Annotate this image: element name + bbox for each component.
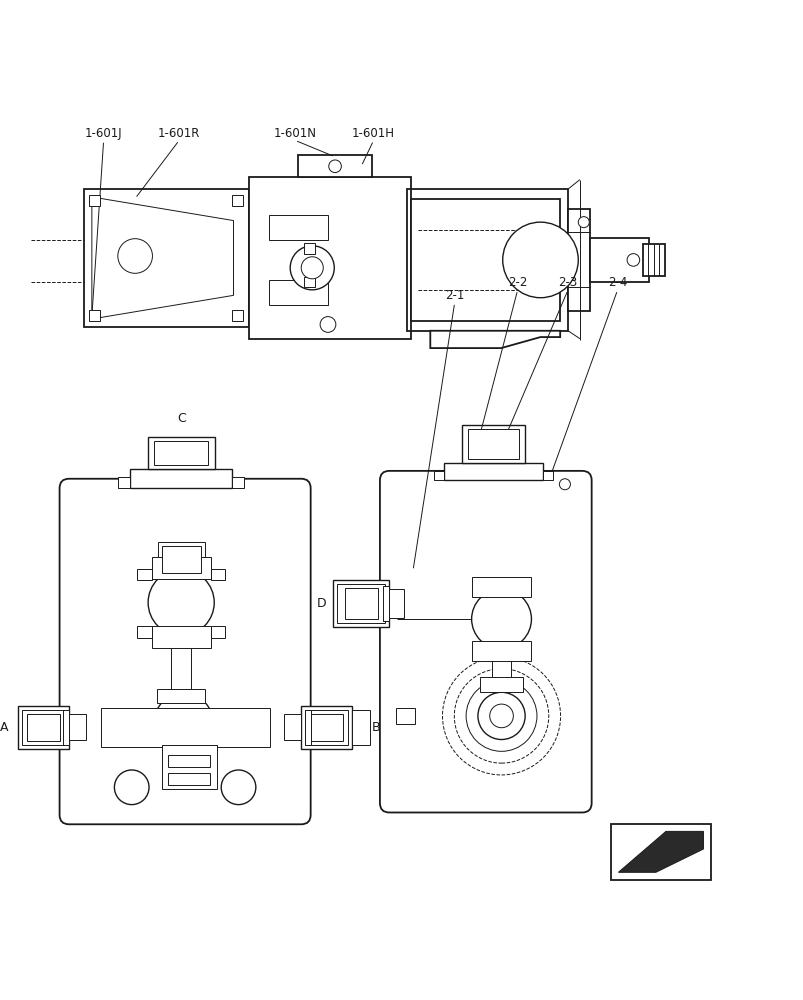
Text: 2-3: 2-3 — [558, 276, 577, 289]
Text: 2-2: 2-2 — [507, 276, 527, 289]
Bar — [269, 215, 328, 240]
Bar — [130, 469, 232, 488]
Bar — [462, 425, 524, 463]
Bar — [542, 471, 552, 480]
Bar — [336, 584, 385, 623]
Bar — [168, 773, 210, 785]
Bar — [137, 626, 152, 638]
Bar — [171, 632, 191, 694]
Bar — [406, 189, 568, 331]
Circle shape — [114, 770, 149, 805]
Circle shape — [477, 692, 524, 740]
Text: 1-601R: 1-601R — [158, 127, 200, 140]
Bar — [434, 471, 444, 480]
Bar — [283, 714, 301, 740]
Bar — [609, 824, 711, 880]
Bar — [332, 580, 389, 627]
Bar — [344, 588, 377, 619]
Bar — [22, 710, 65, 745]
Bar — [269, 280, 328, 305]
Circle shape — [153, 693, 213, 753]
Bar — [137, 569, 152, 580]
Bar — [301, 706, 352, 749]
Circle shape — [489, 704, 512, 728]
Text: 1-601H: 1-601H — [352, 127, 394, 140]
Bar — [491, 645, 511, 684]
Bar — [154, 441, 208, 465]
Bar — [249, 177, 410, 339]
FancyBboxPatch shape — [380, 471, 591, 812]
Bar — [231, 310, 243, 321]
Bar — [27, 714, 59, 741]
Bar — [568, 209, 589, 311]
Text: 2-4: 2-4 — [607, 276, 626, 289]
Bar — [410, 199, 560, 321]
Bar — [304, 277, 314, 287]
Bar — [304, 243, 314, 254]
Text: D: D — [316, 597, 326, 610]
Polygon shape — [618, 831, 703, 872]
Bar — [305, 710, 348, 745]
Bar — [305, 710, 311, 745]
Circle shape — [148, 569, 214, 636]
Circle shape — [301, 257, 323, 279]
Bar — [232, 477, 244, 488]
Bar — [310, 714, 343, 741]
Bar — [479, 677, 523, 692]
Bar — [63, 710, 69, 745]
Bar — [100, 708, 269, 747]
Circle shape — [320, 317, 336, 332]
Bar — [297, 155, 372, 177]
Bar — [642, 244, 664, 276]
Bar — [157, 542, 205, 577]
Bar — [210, 626, 225, 638]
Bar — [69, 714, 86, 740]
Text: 1-601N: 1-601N — [273, 127, 316, 140]
Bar — [468, 429, 518, 459]
FancyBboxPatch shape — [59, 479, 310, 824]
Circle shape — [118, 239, 153, 273]
Bar — [471, 641, 531, 661]
Bar — [161, 546, 201, 573]
Bar — [84, 189, 249, 327]
Circle shape — [626, 254, 639, 266]
Bar — [168, 755, 210, 767]
Circle shape — [466, 680, 536, 751]
Bar — [88, 310, 100, 321]
Bar — [210, 569, 225, 580]
Bar — [471, 577, 531, 597]
Bar — [152, 557, 210, 579]
Bar — [88, 195, 100, 206]
Bar — [382, 586, 389, 621]
Circle shape — [290, 246, 334, 290]
Bar — [589, 238, 648, 282]
Bar — [152, 626, 210, 648]
Bar — [389, 589, 403, 618]
Bar — [157, 689, 205, 703]
Bar — [148, 437, 214, 469]
Bar — [118, 477, 130, 488]
Bar — [444, 463, 542, 480]
Polygon shape — [430, 331, 560, 348]
Text: B: B — [371, 721, 380, 734]
Bar — [161, 745, 216, 789]
Circle shape — [577, 217, 589, 228]
Circle shape — [559, 479, 569, 490]
Text: A: A — [0, 721, 8, 734]
Circle shape — [502, 222, 577, 298]
Text: 1-601J: 1-601J — [85, 127, 122, 140]
Text: 2-1: 2-1 — [445, 289, 464, 302]
Circle shape — [471, 589, 531, 649]
Polygon shape — [92, 197, 233, 319]
Bar — [395, 708, 415, 724]
Circle shape — [328, 160, 341, 173]
Text: C: C — [177, 412, 185, 425]
Bar — [18, 706, 69, 749]
Bar — [352, 710, 369, 745]
Circle shape — [221, 770, 255, 805]
Bar — [231, 195, 243, 206]
